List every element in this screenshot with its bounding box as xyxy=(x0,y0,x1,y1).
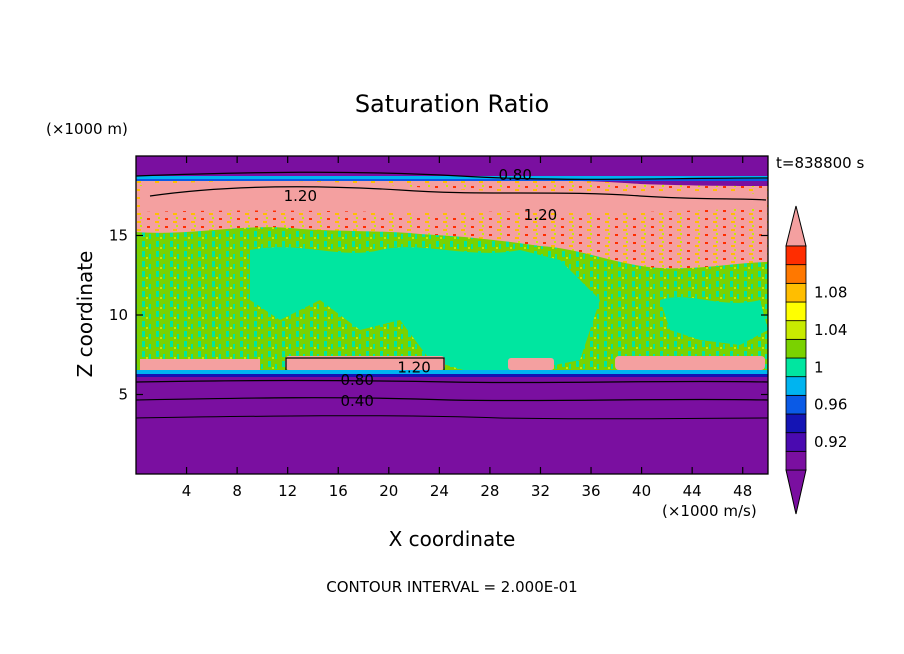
colorbar-cell xyxy=(785,357,807,378)
cloud-top-boundary-cyan xyxy=(136,176,768,179)
contour-line-upper-0.80 xyxy=(136,171,768,180)
colorbar-label: 0.96 xyxy=(814,396,847,414)
colorbar: 0.92 0.96 1 1.04 1.08 xyxy=(785,205,847,515)
colorbar-label: 1.04 xyxy=(814,321,847,339)
x-tick-label: 12 xyxy=(278,482,297,500)
lower-patch-left xyxy=(140,359,260,370)
contour-field xyxy=(136,156,768,474)
cloud-top-core xyxy=(140,180,766,213)
colorbar-cell xyxy=(785,301,807,322)
y-tick-label: 10 xyxy=(109,306,128,324)
colorbar-label: 1.08 xyxy=(814,284,847,302)
lower-patch-center xyxy=(285,356,445,370)
contour-labels: 0.80 1.20 1.20 1.20 0.80 0.40 xyxy=(284,166,558,410)
colorbar-cell xyxy=(785,320,807,340)
x-unit-label: (×1000 m/s) xyxy=(662,502,757,520)
x-axis-label: X coordinate xyxy=(389,527,516,551)
contour-line-lower-0.20 xyxy=(136,415,768,420)
chart-title: Saturation Ratio xyxy=(355,90,549,118)
lower-boundary-cyan xyxy=(136,370,768,374)
contour-label: 0.80 xyxy=(340,371,373,389)
contour-label: 1.20 xyxy=(397,358,430,376)
x-tick-label: 32 xyxy=(531,482,550,500)
x-tick-label: 48 xyxy=(733,482,752,500)
colorbar-cell xyxy=(785,338,807,359)
y-axis-label: Z coordinate xyxy=(73,251,97,378)
y-tick-label: 5 xyxy=(118,386,128,404)
neutral-plume-region xyxy=(250,247,600,372)
colorbar-label: 1 xyxy=(814,358,824,376)
x-tick-label: 8 xyxy=(232,482,242,500)
x-tick-label: 36 xyxy=(581,482,600,500)
y-unit-label: (×1000 m) xyxy=(46,120,128,138)
lower-dry-layer xyxy=(136,374,768,474)
lower-patch-mid xyxy=(508,358,554,370)
time-label: t=838800 s xyxy=(776,154,864,172)
colorbar-cell xyxy=(785,450,807,471)
contour-label: 0.40 xyxy=(340,392,373,410)
contour-interval-footer: CONTOUR INTERVAL = 2.000E-01 xyxy=(326,578,577,596)
x-axis-ticks: 4 8 12 16 20 24 28 32 36 40 44 48 xyxy=(182,156,752,500)
x-tick-label: 16 xyxy=(329,482,348,500)
colorbar-min-arrow xyxy=(785,469,807,515)
contour-line-lower-0.80 xyxy=(136,379,768,384)
colorbar-label: 0.92 xyxy=(814,433,847,451)
x-tick-label: 44 xyxy=(683,482,702,500)
colorbar-cell xyxy=(785,376,807,396)
colorbar-cell xyxy=(785,264,807,284)
colorbar-cell xyxy=(785,432,807,452)
cloud-top-boundary-blue xyxy=(136,179,768,181)
contour-line-lower-0.40 xyxy=(136,397,768,402)
colorbar-cell xyxy=(785,245,807,266)
contour-label: 1.20 xyxy=(284,187,317,205)
contour-label: 1.20 xyxy=(524,206,557,224)
upper-dry-cap xyxy=(136,156,768,176)
neutral-plume-right xyxy=(660,297,768,345)
colorbar-cell xyxy=(785,413,807,434)
lower-boundary-blue xyxy=(136,374,768,377)
contour-line-upper-1.20 xyxy=(149,186,767,201)
colorbar-cell xyxy=(785,282,807,303)
y-axis-ticks: 5 10 15 xyxy=(109,227,768,404)
x-tick-label: 4 xyxy=(182,482,192,500)
colorbar-cell xyxy=(785,394,807,415)
y-tick-label: 15 xyxy=(109,227,128,245)
x-tick-label: 28 xyxy=(480,482,499,500)
x-tick-label: 24 xyxy=(430,482,449,500)
x-tick-label: 40 xyxy=(632,482,651,500)
colorbar-max-arrow xyxy=(785,205,807,247)
lower-patch-right xyxy=(615,356,765,370)
x-tick-label: 20 xyxy=(379,482,398,500)
contour-label: 0.80 xyxy=(498,166,531,184)
contour-line-lower-1.20 xyxy=(285,357,445,370)
